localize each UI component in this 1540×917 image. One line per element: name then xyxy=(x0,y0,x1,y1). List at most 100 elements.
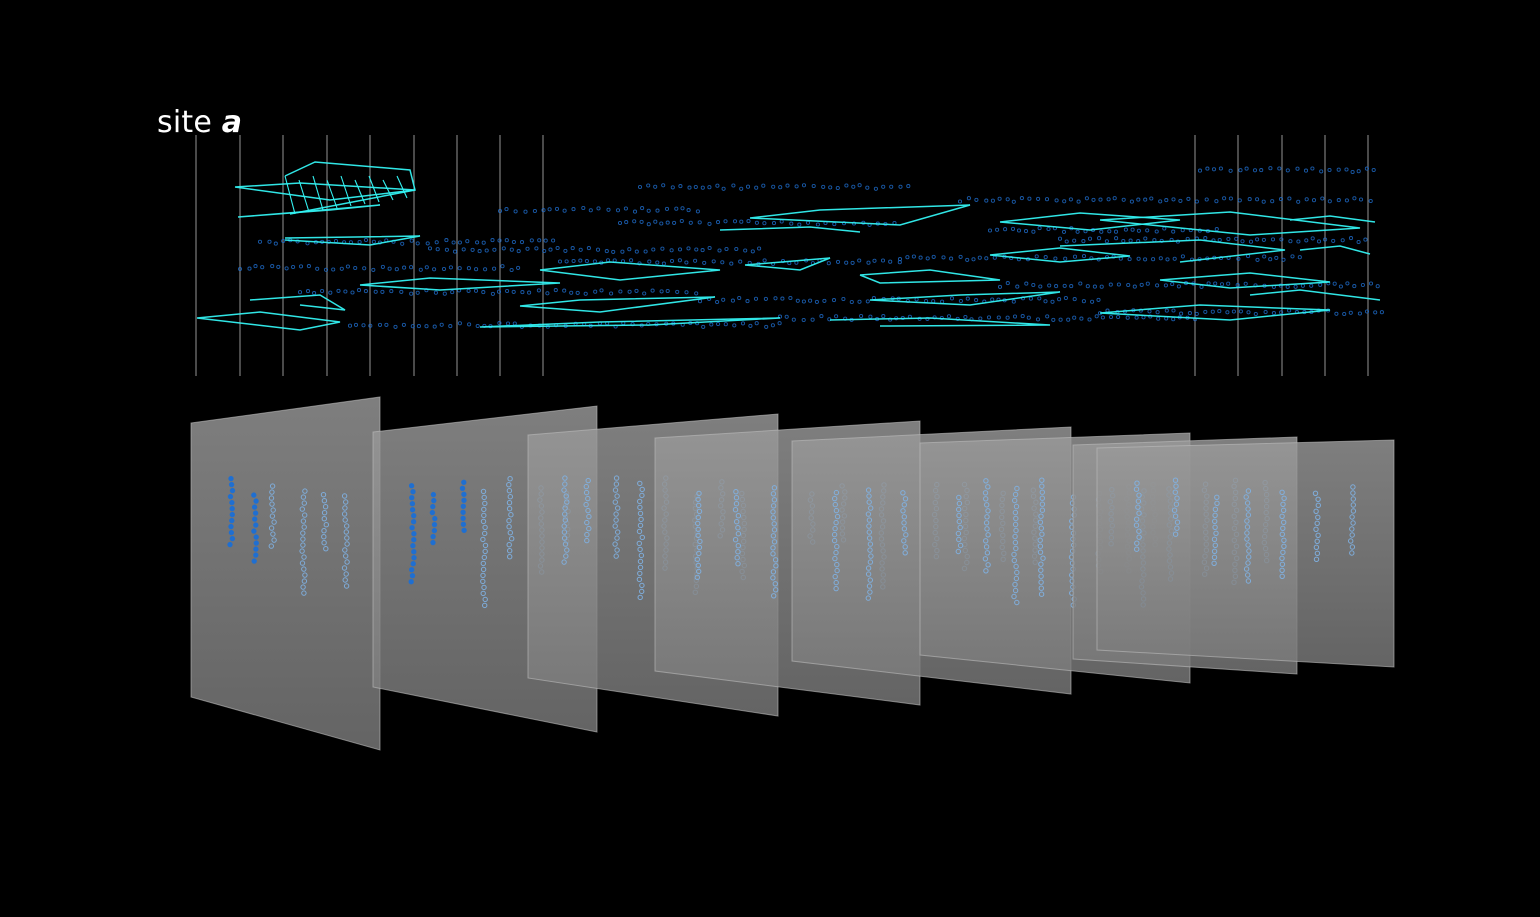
trajectory-point xyxy=(770,323,775,328)
pose-point xyxy=(271,519,277,525)
trajectory-point xyxy=(997,284,1003,289)
trajectory-point xyxy=(897,257,903,262)
trajectory-point xyxy=(529,238,534,243)
trajectory-point xyxy=(881,314,886,319)
pose-point xyxy=(832,555,838,562)
trajectory-point xyxy=(1288,239,1293,244)
trajectory-point xyxy=(835,185,840,191)
trajectory-point xyxy=(715,220,721,225)
pose-point xyxy=(771,497,778,503)
trajectory-point xyxy=(762,258,767,263)
pose-point xyxy=(771,521,777,527)
pose-point xyxy=(900,490,906,496)
trajectory-point xyxy=(433,290,438,295)
pose-point xyxy=(613,517,619,523)
trajectory-point xyxy=(906,184,911,189)
trajectory-point xyxy=(1178,198,1183,203)
pose-point xyxy=(1349,544,1356,550)
pose-point xyxy=(1280,507,1287,513)
trajectory-point xyxy=(501,246,506,251)
pose-point xyxy=(563,553,569,559)
pose-point xyxy=(506,500,513,506)
pose-point xyxy=(1211,560,1217,566)
pose-point xyxy=(507,530,513,536)
pose-point xyxy=(1136,534,1142,540)
trajectory-point xyxy=(1015,284,1020,289)
pose-point xyxy=(253,498,259,504)
trajectory-point xyxy=(1155,310,1160,315)
trajectory-point xyxy=(333,238,339,244)
pose-point xyxy=(481,554,487,561)
pose-point xyxy=(638,516,644,523)
pose-point xyxy=(321,510,328,516)
pose-point xyxy=(1173,483,1179,489)
trajectory-point xyxy=(484,248,489,253)
pose-point xyxy=(612,487,619,493)
trajectory-point xyxy=(957,199,963,204)
trajectory-point xyxy=(1072,297,1077,302)
trajectory-point xyxy=(785,183,790,188)
trajectory-point xyxy=(743,248,748,253)
trajectory-point xyxy=(298,264,304,269)
trajectory-point xyxy=(748,323,753,328)
trajectory-point xyxy=(695,209,700,214)
trajectory-point xyxy=(1290,254,1295,259)
pose-point xyxy=(300,584,306,590)
pose-point xyxy=(1313,544,1320,550)
trajectory-point xyxy=(888,317,893,322)
trajectory-point xyxy=(1304,197,1309,202)
trajectory-point xyxy=(697,220,702,225)
pose-point xyxy=(482,596,488,603)
trajectory-point xyxy=(925,316,930,321)
pose-point xyxy=(343,553,349,559)
trajectory-point xyxy=(377,322,383,327)
trajectory-point xyxy=(986,315,992,320)
pose-point xyxy=(228,475,234,482)
trajectory-point xyxy=(990,297,995,302)
trajectory-line xyxy=(1249,289,1381,301)
pose-point xyxy=(409,525,415,531)
pose-point xyxy=(1243,566,1250,572)
trajectory-point xyxy=(399,289,404,294)
pose-point xyxy=(1313,556,1320,562)
trajectory-point xyxy=(794,184,799,189)
trajectory-point xyxy=(1158,199,1163,204)
trajectory-point xyxy=(1287,308,1292,313)
trajectory-point xyxy=(688,220,693,225)
trajectory-point xyxy=(475,323,480,329)
trajectory-line xyxy=(539,261,721,281)
pose-point xyxy=(1350,508,1357,514)
pose-point xyxy=(771,593,777,599)
trajectory-point xyxy=(284,266,289,271)
trajectory-point xyxy=(1243,281,1248,286)
trajectory-point xyxy=(801,183,807,188)
pose-point xyxy=(770,509,776,515)
trajectory-point xyxy=(675,289,680,294)
pose-point xyxy=(342,577,348,583)
pose-point xyxy=(506,518,512,524)
trajectory-point xyxy=(898,184,903,189)
pose-point xyxy=(480,488,487,495)
pose-point xyxy=(1348,538,1354,544)
trajectory-line xyxy=(249,294,346,311)
pose-point xyxy=(482,524,488,531)
trajectory-point xyxy=(984,256,989,261)
trajectory-point xyxy=(1143,257,1148,262)
trajectory-point xyxy=(1099,229,1104,234)
trajectory-point xyxy=(702,260,707,265)
pose-point xyxy=(1136,492,1142,498)
trajectory-point xyxy=(1237,198,1242,203)
trajectory-point xyxy=(795,298,800,303)
pose-point xyxy=(1214,500,1220,506)
trajectory-point xyxy=(720,260,725,265)
pose-point xyxy=(637,498,643,505)
trajectory-point xyxy=(584,259,589,264)
pose-point xyxy=(253,522,259,528)
trajectory-point xyxy=(687,185,692,190)
pose-point xyxy=(482,602,488,609)
pose-point xyxy=(1244,518,1250,524)
trajectory-point xyxy=(1316,239,1322,244)
trajectory-point xyxy=(331,267,336,272)
trajectory-point xyxy=(990,198,995,203)
pose-point xyxy=(1214,494,1220,500)
